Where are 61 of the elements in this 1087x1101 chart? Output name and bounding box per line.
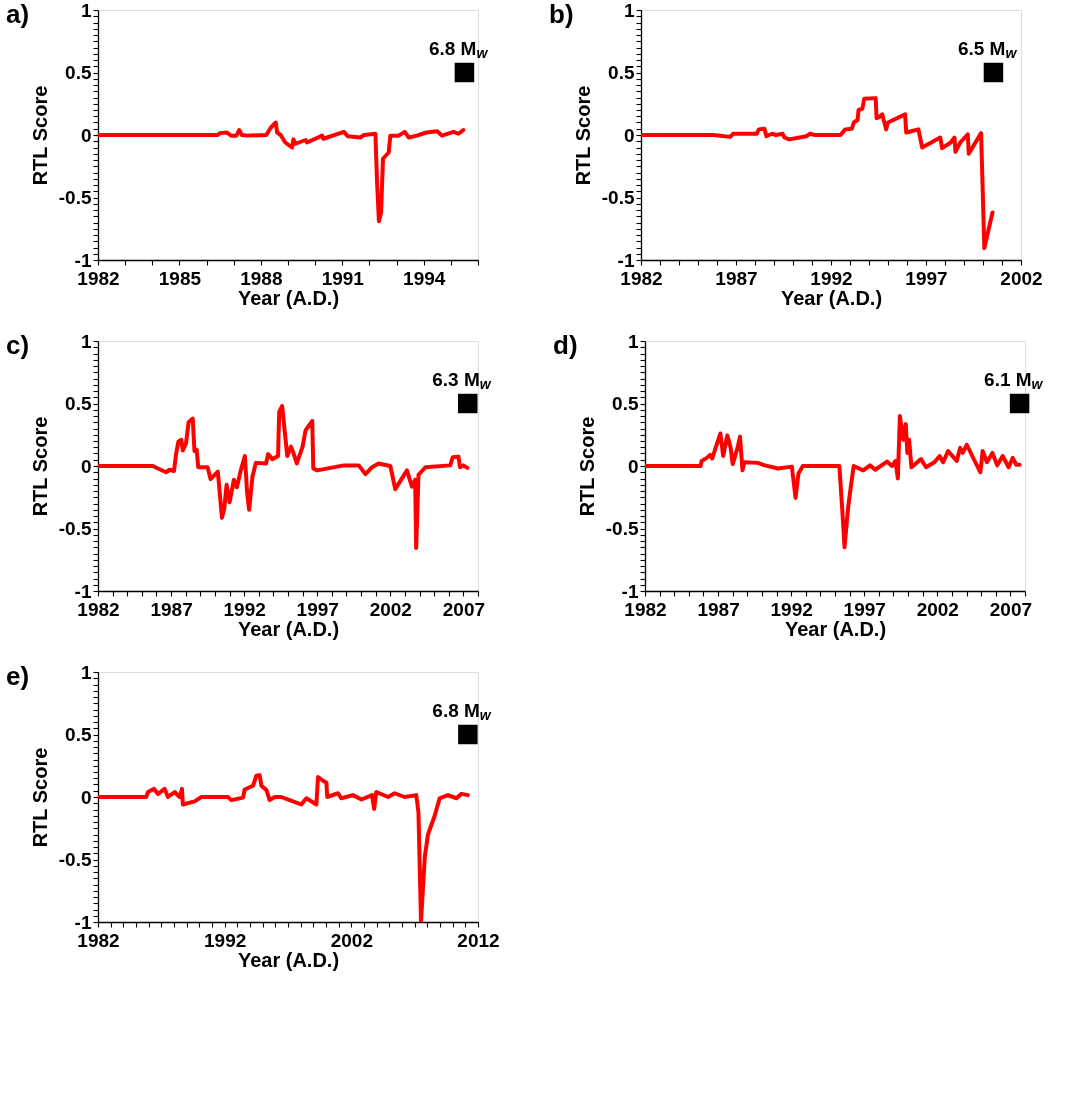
y-tick-label: 1 xyxy=(80,0,92,21)
x-tick-label: 2002 xyxy=(330,929,373,951)
chart-title: c) xyxy=(6,330,30,360)
x-tick-label: 1992 xyxy=(810,267,853,289)
x-axis-title: Year (A.D.) xyxy=(237,617,340,640)
x-tick-label: 1987 xyxy=(150,598,193,620)
x-tick-label: 1992 xyxy=(770,598,813,620)
y-tick-label: 0.5 xyxy=(65,62,92,83)
line-series xyxy=(98,773,470,922)
y-tick-label: -0.5 xyxy=(58,849,92,870)
y-tick-label: 0.5 xyxy=(612,393,639,414)
y-axis-title: RTL Score xyxy=(28,747,51,848)
line-series xyxy=(645,414,1022,550)
y-tick-label: 1 xyxy=(80,661,92,683)
y-tick-label: 0.5 xyxy=(65,393,92,414)
x-tick-label: 2007 xyxy=(442,598,486,620)
x-axis-title: Year (A.D.) xyxy=(784,617,887,640)
y-axis-title: RTL Score xyxy=(571,85,594,186)
chart-title: b) xyxy=(549,0,574,29)
x-tick-label: 1997 xyxy=(296,598,339,620)
x-axis-title: Year (A.D.) xyxy=(237,286,340,309)
x-tick-label: 1997 xyxy=(905,267,948,289)
x-tick-label: 2002 xyxy=(1000,267,1043,289)
x-axis-title: Year (A.D.) xyxy=(237,948,340,971)
y-axis-title: RTL Score xyxy=(575,416,598,517)
y-axis-title: RTL Score xyxy=(28,85,51,186)
y-tick-label: -0.5 xyxy=(58,518,92,539)
x-tick-label: 1991 xyxy=(321,267,365,289)
chart-title: e) xyxy=(6,661,30,691)
y-tick-label: -0.5 xyxy=(601,187,635,208)
y-tick-label: -0.5 xyxy=(58,187,92,208)
y-axis-title: RTL Score xyxy=(28,416,51,517)
x-tick-label: 1988 xyxy=(240,267,283,289)
y-tick-label: 1 xyxy=(627,330,639,352)
x-tick-label: 1997 xyxy=(843,598,886,620)
y-tick-label: 0 xyxy=(627,455,639,477)
x-tick-label: 1987 xyxy=(697,598,740,620)
y-tick-label: 0.5 xyxy=(608,62,635,83)
x-tick-label: 2007 xyxy=(989,598,1033,620)
x-tick-label: 1985 xyxy=(158,267,202,289)
x-tick-label: 1992 xyxy=(204,929,247,951)
y-tick-label: 0 xyxy=(80,124,92,146)
y-tick-label: 1 xyxy=(623,0,635,21)
y-tick-label: 0 xyxy=(80,455,92,477)
y-tick-label: 0 xyxy=(80,786,92,808)
y-tick-label: 0 xyxy=(623,124,635,146)
chart-title: a) xyxy=(6,0,30,29)
y-tick-label: 1 xyxy=(80,330,92,352)
x-axis-title: Year (A.D.) xyxy=(780,286,883,309)
line-series xyxy=(98,120,466,224)
y-tick-label: -0.5 xyxy=(605,518,639,539)
y-tick-label: 0.5 xyxy=(65,724,92,745)
x-tick-label: 2002 xyxy=(916,598,959,620)
x-tick-label: 1987 xyxy=(715,267,758,289)
x-tick-label: 1994 xyxy=(403,267,446,289)
chart-title: d) xyxy=(553,330,578,360)
x-tick-label: 1992 xyxy=(223,598,266,620)
x-tick-label: 2002 xyxy=(369,598,412,620)
x-tick-label: 2012 xyxy=(457,929,500,951)
line-series xyxy=(641,96,995,251)
line-series xyxy=(98,404,470,550)
